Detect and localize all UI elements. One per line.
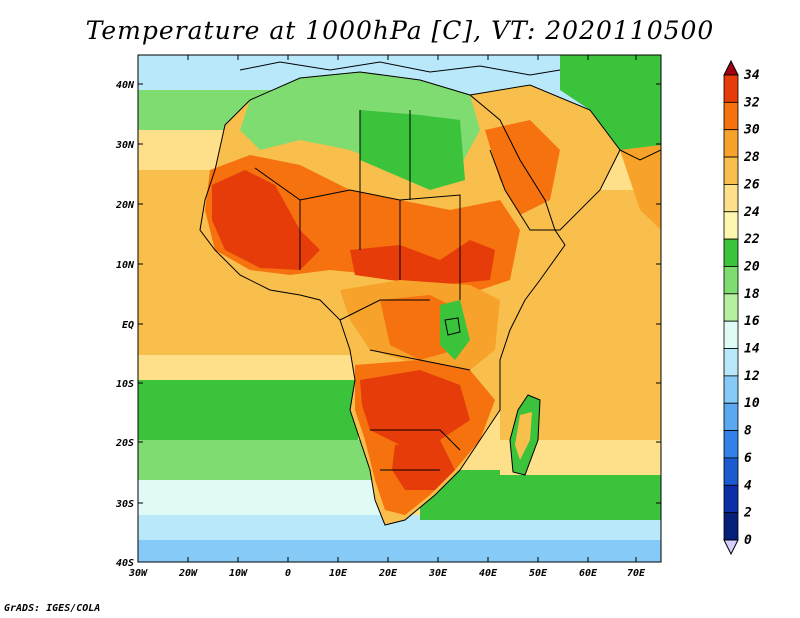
lat-label: 40S xyxy=(116,558,134,569)
map-frame xyxy=(137,54,662,563)
colorbar-label: 14 xyxy=(744,342,760,357)
lat-label: 10S xyxy=(116,379,134,390)
egypt-green xyxy=(360,110,465,190)
colorbar-segment xyxy=(723,293,739,322)
lon-label: 10W xyxy=(229,568,248,579)
colorbar-segment xyxy=(723,129,739,158)
temperature-field xyxy=(138,55,661,562)
colorbar-label: 12 xyxy=(744,369,760,384)
lon-label: 10E xyxy=(329,568,348,579)
lat-label: EQ xyxy=(122,320,134,331)
colorbar-label: 34 xyxy=(743,68,760,83)
lon-label: 40E xyxy=(479,568,498,579)
lon-label: 30E xyxy=(428,568,448,579)
lat-label: 10N xyxy=(116,260,135,271)
colorbar-segment xyxy=(723,74,739,103)
colorbar-label: 8 xyxy=(744,424,752,439)
border-7 xyxy=(369,349,471,371)
colorbar-segment xyxy=(723,484,739,514)
lat-label: 20S xyxy=(115,438,134,449)
arabia-coastline xyxy=(469,84,621,231)
africa-coastline xyxy=(199,71,566,526)
colorbar-segment xyxy=(723,156,739,185)
lat-label: 30N xyxy=(115,140,135,151)
lon-label: 0 xyxy=(285,568,291,579)
india-hot xyxy=(620,145,661,230)
colorbar-label: 30 xyxy=(743,123,760,138)
colorbar-segment xyxy=(723,512,739,541)
chart-title: Temperature at 1000hPa [C], VT: 20201105… xyxy=(85,16,715,45)
ocean-south-blue xyxy=(138,540,661,562)
colorbar-label: 10 xyxy=(744,396,760,411)
colorbar-segment xyxy=(723,375,739,404)
colorbar-bottom-arrow xyxy=(723,539,739,556)
cape-green xyxy=(420,470,470,520)
madagascar-warm xyxy=(515,412,532,460)
colorbar-label: 20 xyxy=(743,259,760,274)
colorbar-label: 26 xyxy=(743,177,760,192)
grads-credit: GrADS: IGES/COLA xyxy=(4,603,101,614)
botswana-red xyxy=(392,440,455,490)
colorbar-segment xyxy=(723,348,739,377)
lake-victoria xyxy=(444,317,461,336)
latitude-axis: 40N 30N 20N 10N EQ 10S 20S 30S 40S xyxy=(115,80,661,569)
border-2 xyxy=(299,189,401,280)
europe-coastline xyxy=(239,61,561,76)
colorbar-segment xyxy=(723,320,739,349)
lon-label: 70E xyxy=(627,568,646,579)
colorbar-segment xyxy=(723,184,739,213)
colorbar-label: 6 xyxy=(744,451,752,466)
colorbar-label: 28 xyxy=(743,150,760,165)
arabia-hot xyxy=(485,120,560,215)
coastlines xyxy=(199,61,661,526)
lon-label: 30W xyxy=(128,568,148,579)
lat-label: 40N xyxy=(116,80,135,91)
colorbar-label: 22 xyxy=(743,232,760,247)
colorbar-segment xyxy=(723,430,739,459)
border-6 xyxy=(339,299,430,321)
colorbar-label: 32 xyxy=(743,95,760,110)
asia-green xyxy=(560,55,661,160)
lat-label: 20N xyxy=(115,200,135,211)
lon-label: 20E xyxy=(378,568,398,579)
lat-label: 30S xyxy=(115,499,134,510)
colorbar-segment xyxy=(723,101,739,131)
colorbar-label: 18 xyxy=(744,287,760,302)
ocean-southatlantic-green xyxy=(138,380,358,450)
westafrica-red xyxy=(212,170,320,270)
border-8 xyxy=(370,429,461,451)
angola-zambia-red xyxy=(360,370,470,445)
colorbar-label: 2 xyxy=(743,506,752,521)
colorbar-top-arrow xyxy=(723,59,739,76)
chad-red xyxy=(350,240,495,285)
lon-label: 60E xyxy=(579,568,598,579)
colorbar-label: 0 xyxy=(744,533,752,548)
lon-label: 50E xyxy=(529,568,548,579)
colorbar-segment xyxy=(723,238,739,267)
india-coastline xyxy=(619,149,661,161)
colorbar-segment xyxy=(723,211,739,240)
lakes-green xyxy=(440,300,470,360)
colorbar-label: 4 xyxy=(744,478,752,493)
border-3 xyxy=(399,194,461,300)
colorbar-segment xyxy=(723,266,739,295)
colorbar-label: 24 xyxy=(743,205,760,220)
lon-label: 20W xyxy=(178,568,198,579)
colorbar-segment xyxy=(723,402,739,431)
longitude-axis: 30W 20W 10W 0 10E 20E 30E 40E 50E 60E 70E xyxy=(128,55,646,579)
colorbar-segment xyxy=(723,457,739,486)
colorbar-label: 16 xyxy=(744,314,760,329)
